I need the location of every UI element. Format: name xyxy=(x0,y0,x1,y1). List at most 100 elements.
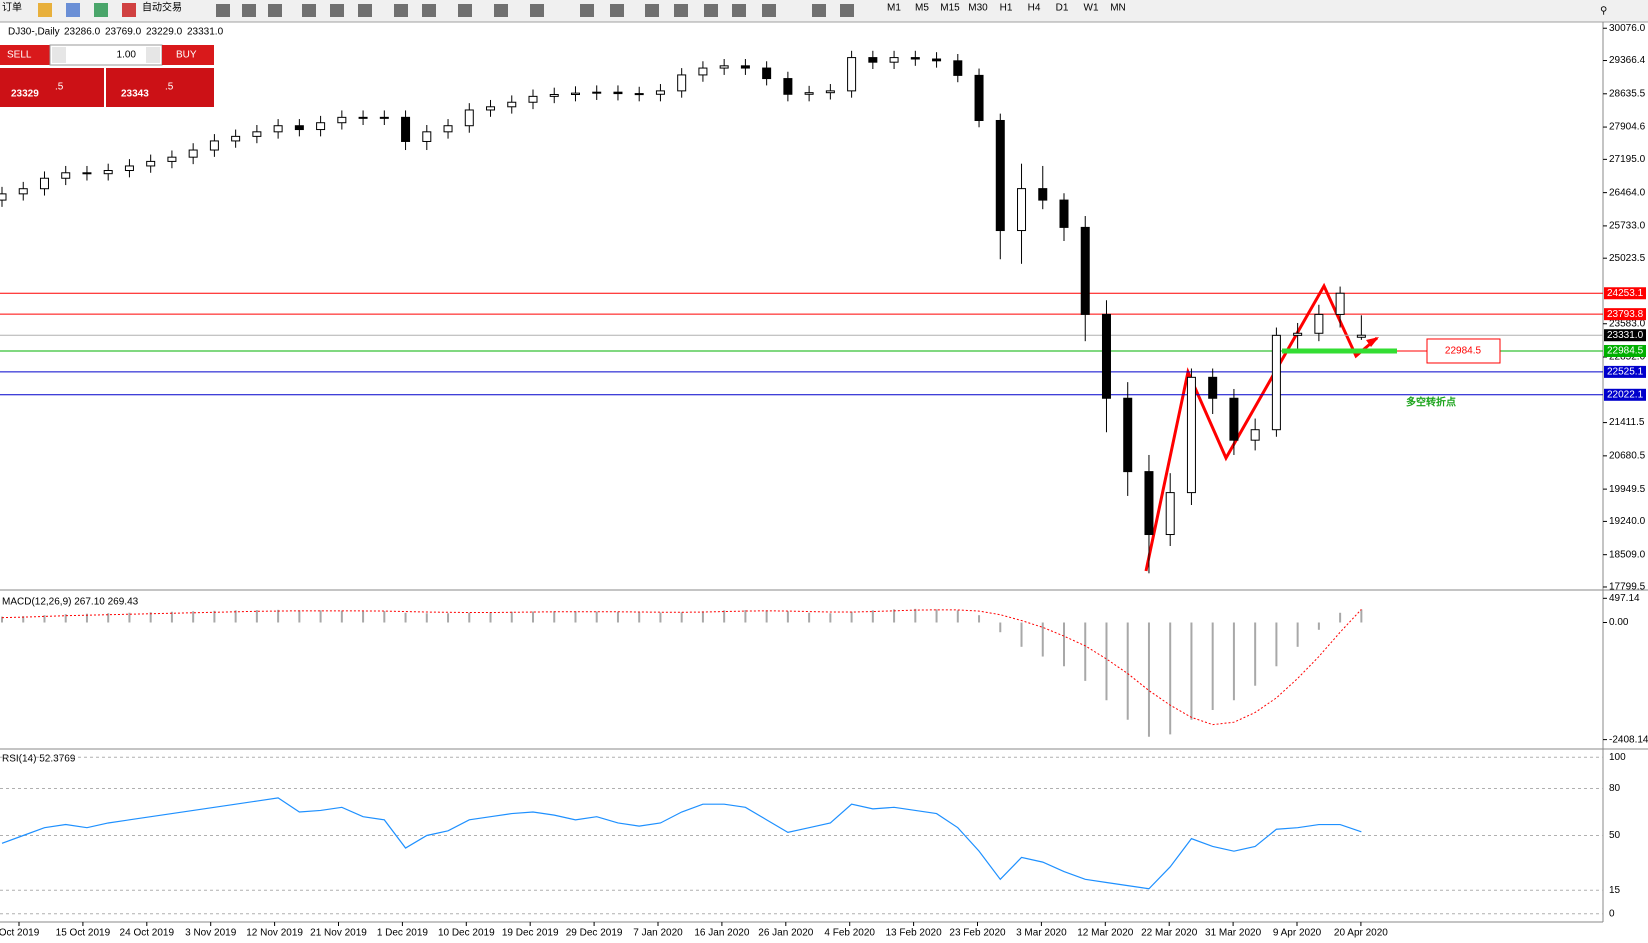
icon[interactable] xyxy=(458,4,472,17)
bid-box[interactable] xyxy=(0,68,104,107)
candle-body xyxy=(740,65,750,69)
candle-body xyxy=(825,90,835,94)
candle-body xyxy=(1101,313,1111,399)
candle-body xyxy=(1144,471,1154,536)
candle-body xyxy=(953,60,963,76)
rsi-label: RSI(14) 52.3769 xyxy=(2,754,76,765)
y-tick-label: 20680.5 xyxy=(1609,450,1646,461)
ask-price[interactable]: 23343 xyxy=(121,89,149,100)
x-tick-label: 23 Feb 2020 xyxy=(949,928,1006,939)
y-tick-label: 0 xyxy=(1609,908,1615,919)
icon[interactable] xyxy=(216,4,230,17)
icon[interactable] xyxy=(394,4,408,17)
sell-label[interactable]: SELL xyxy=(7,50,32,61)
icon[interactable] xyxy=(66,3,80,17)
icon[interactable] xyxy=(122,3,136,17)
icon[interactable] xyxy=(704,4,718,17)
toolbar-icons xyxy=(216,4,854,17)
y-tick-label: 23583.0 xyxy=(1609,318,1646,329)
icon[interactable] xyxy=(762,4,776,17)
candle-body xyxy=(18,188,28,195)
candle-body xyxy=(464,109,474,127)
icon[interactable] xyxy=(674,4,688,17)
buy-label[interactable]: BUY xyxy=(176,50,197,61)
lot-input[interactable] xyxy=(49,44,163,66)
new-order-button[interactable]: 订单 xyxy=(2,2,22,14)
y-tick-label: 18509.0 xyxy=(1609,549,1646,560)
candle-body xyxy=(103,170,113,175)
trend-drawing xyxy=(1144,282,1378,572)
y-tick-label: 30076.0 xyxy=(1609,23,1646,34)
icon[interactable] xyxy=(494,4,508,17)
candle-body xyxy=(1017,188,1027,232)
icon[interactable] xyxy=(268,4,282,17)
lot-value[interactable]: 1.00 xyxy=(117,50,137,61)
icon[interactable] xyxy=(812,4,826,17)
candle-body xyxy=(82,172,92,175)
x-tick-label: 3 Nov 2019 xyxy=(185,928,237,939)
candle-body xyxy=(273,125,283,133)
lot-up[interactable] xyxy=(146,47,160,63)
ohlc-value: 23331.0 xyxy=(187,27,224,38)
ask-box[interactable] xyxy=(106,68,214,107)
search-icon[interactable]: ⚲ xyxy=(1600,6,1607,17)
y-tick-label: 19240.0 xyxy=(1609,516,1646,527)
candle-body xyxy=(995,119,1005,232)
y-tick-label: 17799.5 xyxy=(1609,582,1646,593)
icon[interactable] xyxy=(242,4,256,17)
bid-price[interactable]: 23329 xyxy=(11,89,39,100)
lot-down[interactable] xyxy=(52,47,66,63)
x-tick-label: 26 Jan 2020 xyxy=(758,928,813,939)
timeframe-button[interactable]: M15 xyxy=(940,3,960,14)
price-level-tag xyxy=(1604,287,1646,300)
icon[interactable] xyxy=(38,3,52,17)
candle-body xyxy=(719,65,729,69)
x-tick-label: 15 Oct 2019 xyxy=(56,928,111,939)
icon[interactable] xyxy=(530,4,544,17)
price-level-label: 22525.1 xyxy=(1607,367,1644,378)
timeframe-button[interactable]: H4 xyxy=(1028,3,1041,14)
icon[interactable] xyxy=(330,4,344,17)
y-tick-label: -2408.14 xyxy=(1609,734,1648,745)
timeframe-button[interactable]: MN xyxy=(1110,3,1126,14)
x-tick-label: 19 Dec 2019 xyxy=(502,928,559,939)
icon[interactable] xyxy=(302,4,316,17)
x-tick-label: 12 Nov 2019 xyxy=(246,928,303,939)
icon[interactable] xyxy=(645,4,659,17)
timeframe-button[interactable]: D1 xyxy=(1056,3,1069,14)
candle-body xyxy=(124,165,134,172)
y-tick-label: 80 xyxy=(1609,783,1621,794)
icon[interactable] xyxy=(94,3,108,17)
icon[interactable] xyxy=(358,4,372,17)
icon[interactable] xyxy=(422,4,436,17)
candle-body xyxy=(1356,334,1366,338)
timeframe-button[interactable]: M5 xyxy=(915,3,929,14)
candle-body xyxy=(868,57,878,63)
ohlc-value: 23286.0 xyxy=(64,27,101,38)
timeframe-button[interactable]: W1 xyxy=(1084,3,1099,14)
icon[interactable] xyxy=(580,4,594,17)
timeframe-button[interactable]: M1 xyxy=(887,3,901,14)
ask-price-big[interactable]: .5 xyxy=(165,82,174,93)
x-tick-label: 13 Feb 2020 xyxy=(886,928,943,939)
price-level-tag xyxy=(1604,365,1646,378)
x-tick-label: 10 Dec 2019 xyxy=(438,928,495,939)
y-tick-label: 25023.5 xyxy=(1609,253,1646,264)
timeframe-button[interactable]: M30 xyxy=(968,3,988,14)
candle-body xyxy=(146,160,156,167)
icon[interactable] xyxy=(610,4,624,17)
candle-body xyxy=(804,92,814,95)
macd-label: MACD(12,26,9) 267.10 269.43 xyxy=(2,597,139,608)
candle-body xyxy=(231,135,241,142)
bid-price-big[interactable]: .5 xyxy=(55,82,64,93)
annotation-text: 多空转折点 xyxy=(1406,396,1456,409)
timeframe-button[interactable]: H1 xyxy=(1000,3,1013,14)
candle-body xyxy=(528,95,538,103)
candle-body xyxy=(209,140,219,151)
icon[interactable] xyxy=(732,4,746,17)
icon[interactable] xyxy=(840,4,854,17)
sell-button[interactable] xyxy=(0,45,50,65)
candle-body xyxy=(358,116,368,119)
buy-button[interactable] xyxy=(162,45,214,65)
auto-trade-button[interactable]: 自动交易 xyxy=(142,1,182,14)
